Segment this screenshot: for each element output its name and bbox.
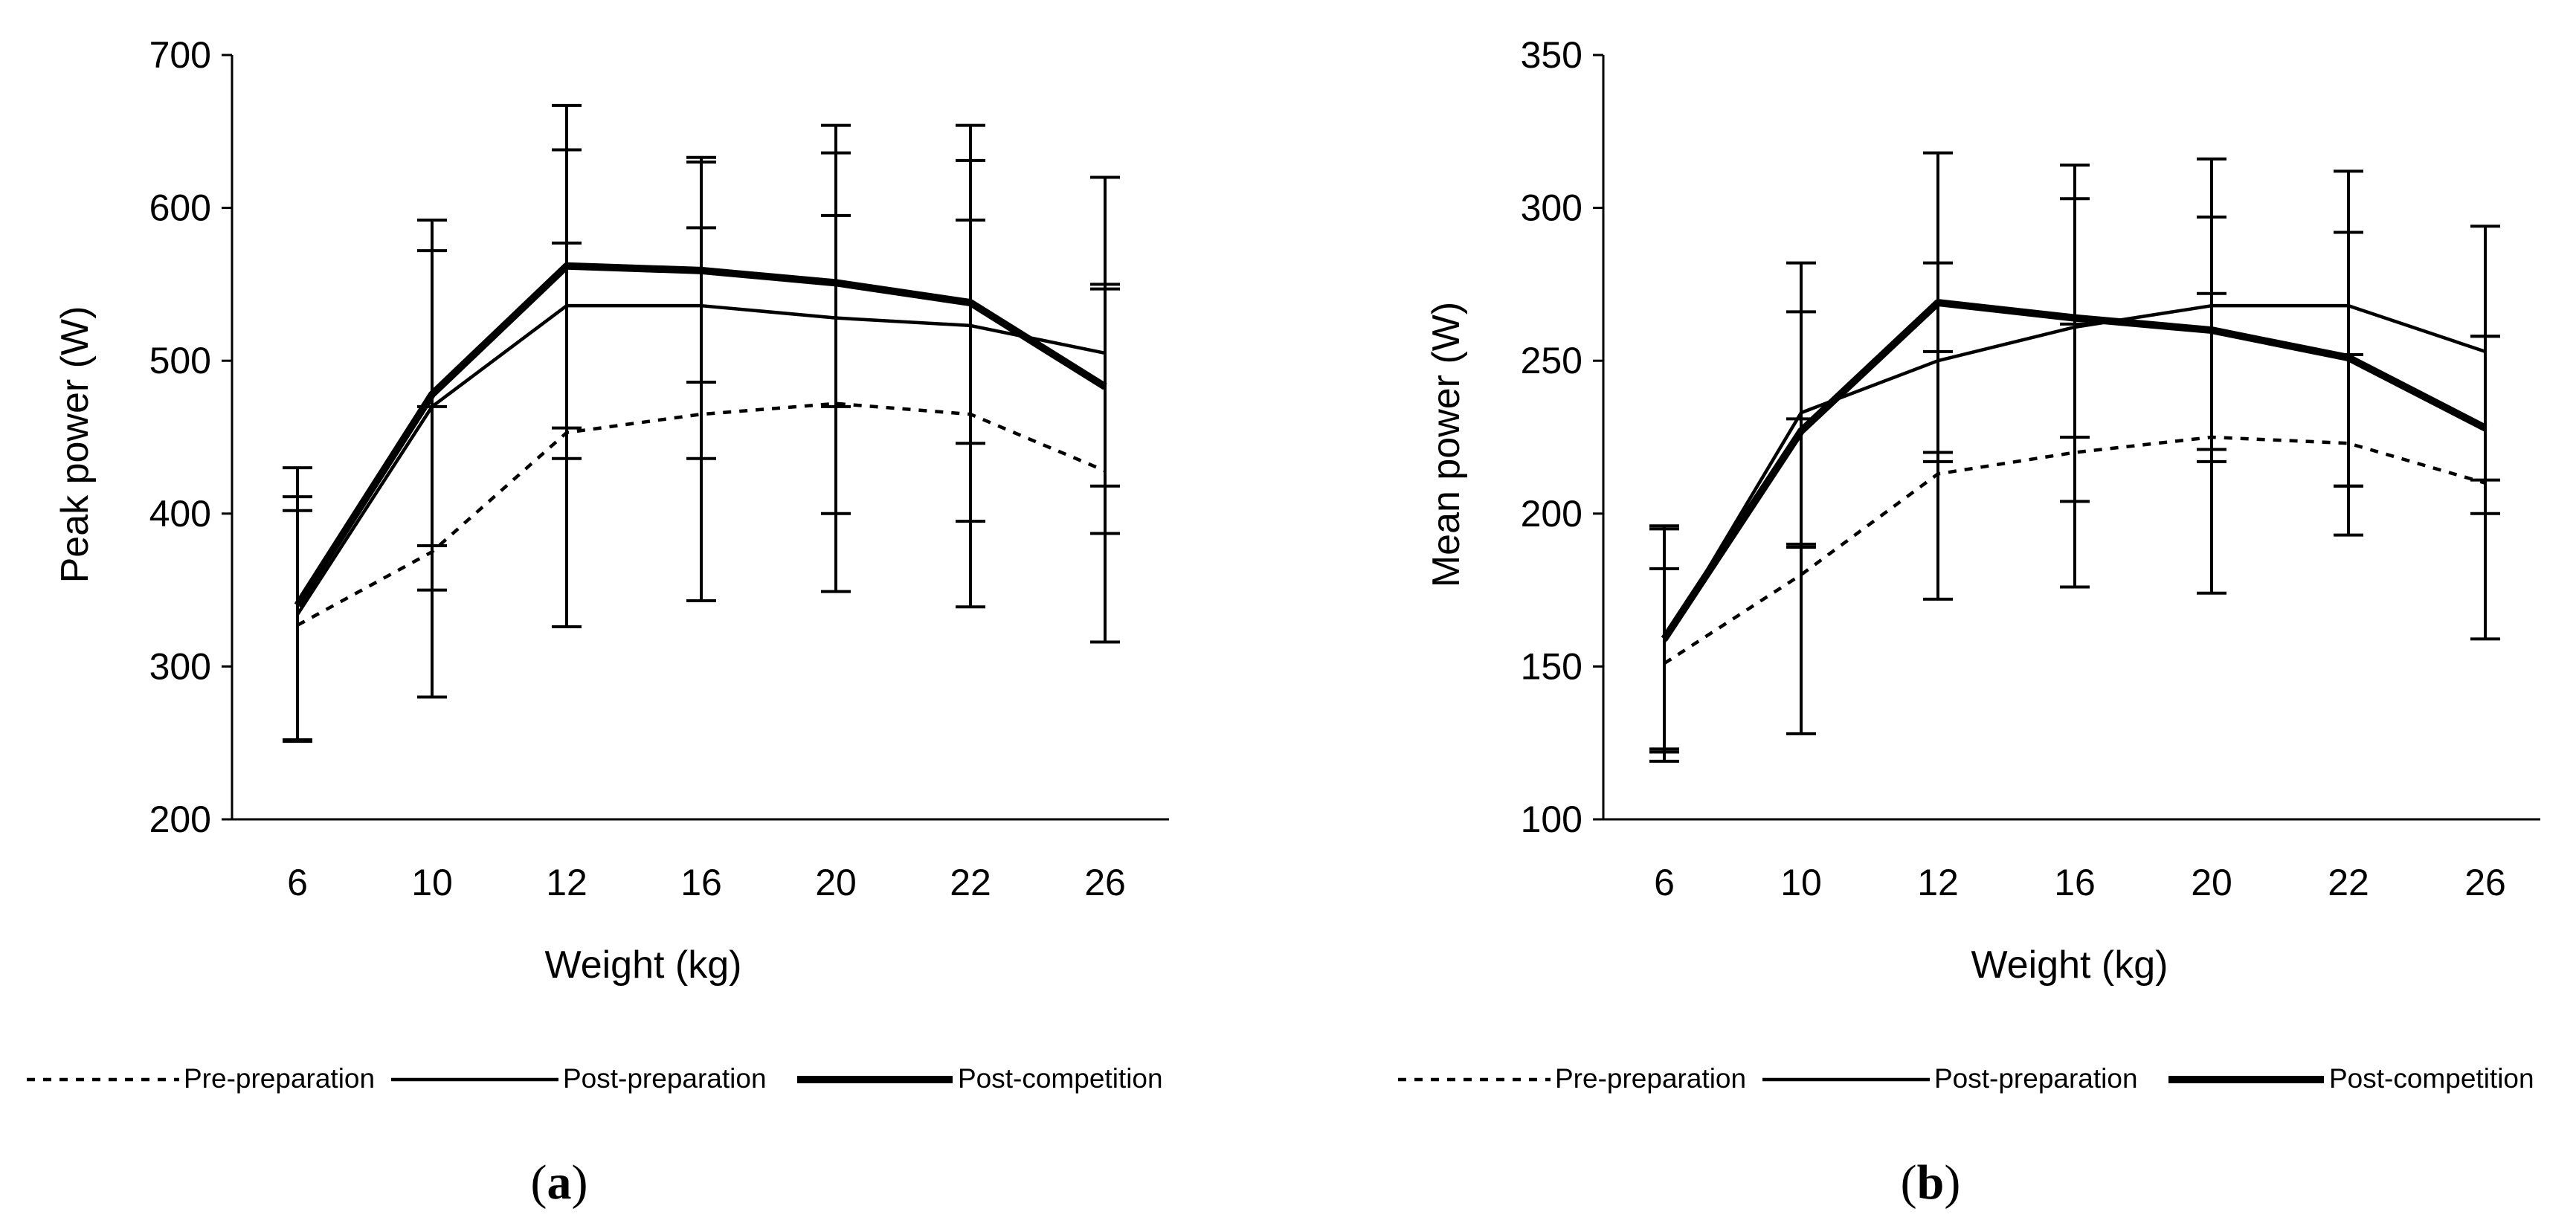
panel-b-x-tick-label: 6 xyxy=(1654,862,1675,903)
panel-b-legend-label-post-preparation: Post-preparation xyxy=(1934,1063,2138,1094)
panel-a-legend-label-pre-preparation: Pre-preparation xyxy=(184,1063,375,1094)
panel-b-label-letter: b xyxy=(1917,1155,1945,1210)
panel-a-x-tick-label: 26 xyxy=(1084,862,1126,903)
panel-a-y-tick-label: 500 xyxy=(149,340,211,381)
panel-a-x-tick-label: 22 xyxy=(950,862,991,903)
panel-b-y-tick-label: 150 xyxy=(1521,645,1582,687)
panel-a-x-tick-label: 12 xyxy=(546,862,587,903)
panel-a-y-tick-label: 700 xyxy=(149,34,211,76)
panel-a-label-letter: a xyxy=(547,1155,572,1210)
panel-b: 100 150 200 250 300 350 6 10 12 16 20 22 26 Weight (… xyxy=(1398,34,2540,1210)
panel-a-y-tick-label: 300 xyxy=(149,645,211,687)
panel-b-label: (b) xyxy=(1901,1155,1961,1210)
panel-b-series-line-post-preparation xyxy=(1663,303,2486,643)
panel-b-series-line-post-competition xyxy=(1661,299,2488,642)
panel-b-legend-label-post-competition: Post-competition xyxy=(2329,1063,2534,1094)
panel-b-legend: Pre-preparation Post-preparation Post-co… xyxy=(1398,1063,2534,1094)
panel-a-y-tick-label: 400 xyxy=(149,493,211,535)
panel-a: 200 300 400 500 600 700 6 10 12 16 20 22 26 Weight (… xyxy=(27,34,1169,1210)
panel-b-y-tick-label: 100 xyxy=(1521,799,1582,840)
panel-a-x-axis-title: Weight (kg) xyxy=(545,943,742,987)
panel-b-x-tick-label: 22 xyxy=(2328,862,2369,903)
panel-a-x-tick-label: 10 xyxy=(411,862,453,903)
panel-a-y-tick-label: 200 xyxy=(149,799,211,840)
panel-a-y-tick-label: 600 xyxy=(149,187,211,229)
panel-a-y-axis-title: Peak power (W) xyxy=(54,306,97,584)
panel-b-x-tick-label: 26 xyxy=(2464,862,2506,903)
panel-b-y-tick-label: 350 xyxy=(1521,34,1582,76)
panel-a-label: (a) xyxy=(531,1155,588,1210)
panel-b-y-tick-label: 250 xyxy=(1521,340,1582,381)
panel-b-x-tick-label: 20 xyxy=(2191,862,2232,903)
panel-b-x-axis-title: Weight (kg) xyxy=(1971,943,2168,987)
panel-a-x-tick-label: 16 xyxy=(680,862,722,903)
panel-a-x-tick-label: 6 xyxy=(287,862,308,903)
panel-a-series-line-post-preparation xyxy=(296,303,1106,616)
panel-b-legend-label-pre-preparation: Pre-preparation xyxy=(1555,1063,1746,1094)
panel-b-x-tick-label: 10 xyxy=(1780,862,1822,903)
panel-b-x-tick-label: 16 xyxy=(2054,862,2096,903)
panel-b-y-tick-label: 200 xyxy=(1521,493,1582,535)
panel-a-plot: 200 300 400 500 600 700 6 10 12 16 20 22 26 xyxy=(149,34,1169,903)
panel-a-series-line-post-competition xyxy=(294,262,1107,607)
panel-a-legend: Pre-preparation Post-preparation Post-co… xyxy=(27,1063,1163,1094)
panel-b-y-axis-title: Mean power (W) xyxy=(1425,302,1468,587)
panel-b-plot: 100 150 200 250 300 350 6 10 12 16 20 22 26 xyxy=(1521,34,2540,903)
panel-a-x-tick-label: 20 xyxy=(815,862,857,903)
panel-b-y-tick-label: 300 xyxy=(1521,187,1582,229)
panel-b-x-tick-label: 12 xyxy=(1917,862,1959,903)
panel-a-series-line-pre-preparation xyxy=(296,401,1106,627)
panel-a-legend-label-post-competition: Post-competition xyxy=(958,1063,1163,1094)
panel-a-legend-label-post-preparation: Post-preparation xyxy=(563,1063,767,1094)
